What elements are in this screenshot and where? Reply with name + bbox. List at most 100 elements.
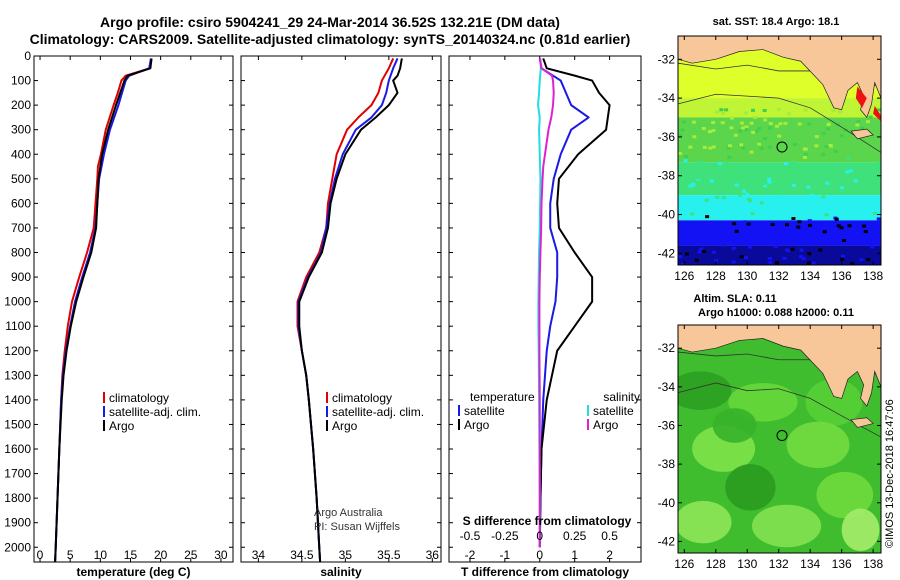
sst-speckle	[698, 220, 703, 224]
sla-map-land	[678, 325, 881, 407]
sst-speckle	[737, 180, 742, 184]
sst-speckle	[767, 145, 772, 149]
sst-speckle	[704, 198, 709, 202]
sla-map-lon-label: 136	[832, 557, 852, 571]
sst-speckle	[678, 255, 683, 259]
sst-speckle	[783, 162, 788, 166]
sst-speckle	[775, 124, 780, 128]
sst-map-lat-label: -32	[658, 52, 676, 66]
sst-map-lat-label: -34	[658, 91, 676, 105]
sst-speckle	[791, 183, 796, 187]
sst-speckle	[705, 209, 710, 213]
sst-speckle	[807, 252, 812, 256]
depth-tick-label: 900	[11, 270, 31, 284]
sla-map-float-marker	[776, 430, 788, 442]
temperature-legend-label: satellite-adj. clim.	[109, 405, 201, 419]
sst-speckle	[763, 137, 768, 141]
sst-speckle	[761, 186, 766, 190]
diff-legend-left-title: temperature	[470, 390, 535, 404]
sst-speckle	[749, 226, 754, 230]
sst-speckle	[699, 160, 704, 164]
sst-speckle	[840, 257, 845, 261]
sst-speckle	[767, 184, 772, 188]
sst-speckle	[869, 180, 874, 184]
sst-speckle	[810, 206, 815, 210]
diff-top-tick-label: -0.25	[491, 529, 519, 543]
sst-map-float-marker	[776, 141, 788, 153]
sla-map-map: -32 -34 -36 -38 -40 -42 126 128 130 132 134 136 138	[658, 324, 883, 571]
sst-speckle	[807, 122, 812, 126]
temperature-legend-label: climatology	[109, 391, 169, 405]
sst-speckle	[691, 182, 696, 186]
temperature-series-argo	[54, 58, 153, 563]
sst-band	[678, 162, 881, 196]
sst-speckle	[796, 225, 801, 229]
sst-speckle	[739, 143, 744, 147]
sla-map-frame	[677, 324, 882, 554]
sst-speckle	[822, 230, 827, 234]
sst-speckle	[840, 186, 845, 190]
sst-speckle	[824, 145, 829, 149]
sst-speckle	[859, 258, 864, 262]
sst-speckle	[821, 213, 826, 217]
sst-speckle	[712, 250, 717, 254]
sst-speckle	[739, 121, 744, 125]
sst-map-lon-label: 128	[706, 269, 726, 283]
sst-speckle	[714, 236, 719, 240]
sst-speckle	[767, 256, 772, 260]
sst-speckle	[790, 247, 795, 251]
depth-tick-label: 1500	[4, 417, 31, 431]
sst-speckle	[763, 118, 768, 122]
sst-speckle	[720, 121, 725, 125]
sst-speckle	[757, 127, 762, 131]
temperature-axes-box	[33, 55, 234, 563]
sst-map-kangaroo-island	[850, 128, 874, 140]
sst-speckle	[798, 255, 803, 259]
imos-credit: ©IMOS 13-Dec-2018 16:47:06	[884, 399, 896, 548]
sst-speckle	[737, 196, 742, 200]
depth-tick-label: 1700	[4, 467, 31, 481]
sst-speckle	[724, 184, 729, 188]
sst-speckle	[785, 249, 790, 253]
sst-speckle	[814, 135, 819, 139]
sst-speckle	[767, 241, 772, 245]
depth-tick-label: 300	[11, 123, 31, 137]
sst-speckle	[825, 127, 830, 131]
sst-speckle	[692, 135, 697, 139]
depth-tick-label: 200	[11, 98, 31, 112]
sst-band	[678, 98, 881, 118]
sst-speckle	[821, 131, 826, 135]
sst-speckle	[695, 204, 700, 208]
sst-speckle	[741, 146, 746, 150]
sst-speckle	[751, 108, 756, 112]
sst-speckle	[776, 194, 781, 198]
sst-speckle	[866, 120, 871, 124]
sst-speckle	[874, 178, 879, 182]
salinity-xtick-label: 34.5	[290, 548, 314, 562]
sst-speckle	[682, 120, 687, 124]
sla-map-lon-label: 134	[800, 557, 820, 571]
sst-speckle	[741, 189, 746, 193]
sla-map-lat-label: -42	[658, 534, 676, 548]
differences-xlabel: T difference from climatology	[461, 565, 629, 579]
sst-speckle	[821, 211, 826, 215]
sst-speckle	[691, 225, 696, 229]
figure-title-line1: Argo profile: csiro 5904241_29 24-Mar-20…	[100, 14, 560, 30]
sst-speckle	[855, 169, 860, 173]
sst-speckle	[860, 126, 865, 130]
salinity-axes-box	[240, 55, 442, 563]
sst-speckle	[719, 108, 724, 112]
salinity-credit-line2: PI: Susan Wijffels	[314, 521, 400, 533]
sst-speckle	[697, 250, 702, 254]
depth-tick-label: 500	[11, 172, 31, 186]
depth-tick-label: 1400	[4, 393, 31, 407]
sst-speckle	[808, 197, 813, 201]
sst-speckle	[783, 209, 788, 213]
sst-speckle	[680, 262, 685, 265]
temperature-xtick-label: 15	[124, 548, 138, 562]
depth-tick-label: 700	[11, 221, 31, 235]
sst-speckle	[866, 258, 871, 262]
sst-speckle	[731, 260, 736, 264]
sst-speckle	[747, 231, 752, 235]
